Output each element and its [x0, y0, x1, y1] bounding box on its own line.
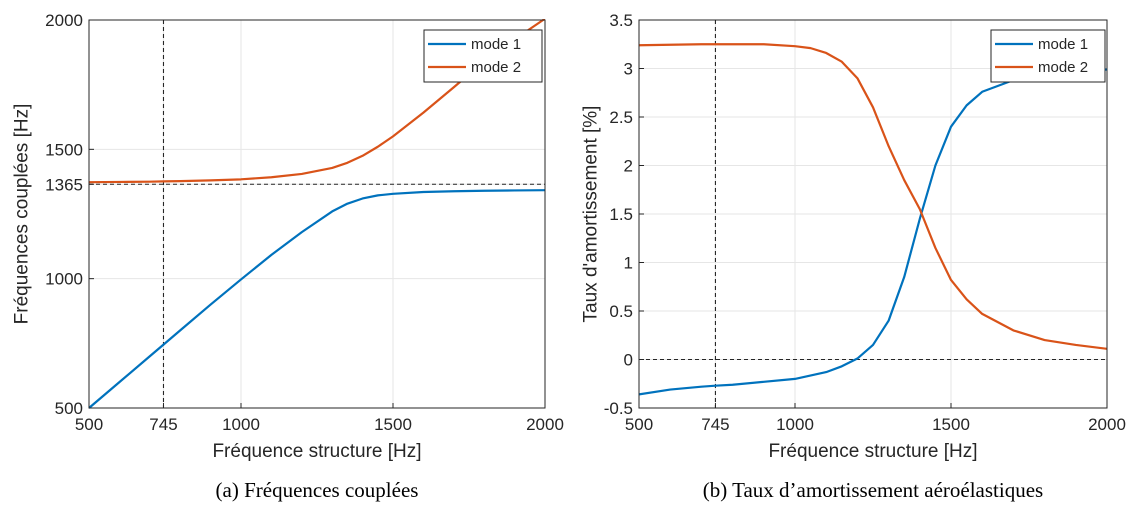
legend-label-mode-2: mode 2 — [471, 59, 521, 76]
y-tick-label: -0.5 — [604, 399, 633, 418]
legend-box — [990, 29, 1106, 83]
series-line-mode-1 — [89, 189, 545, 409]
series-group — [639, 43, 1107, 396]
y-tick-label: 1500 — [45, 140, 83, 159]
caption: (b) Taux d’amortissement aéroélastiques — [703, 478, 1043, 502]
y-tick-label: 2.5 — [609, 108, 633, 127]
x-axis-label: Fréquence structure [Hz] — [212, 441, 421, 462]
caption: (a) Fréquences couplées — [216, 478, 419, 502]
x-tick-label: 1000 — [776, 415, 814, 434]
series-line-mode-2 — [639, 43, 1107, 350]
y-tick-label: 500 — [55, 399, 83, 418]
x-tick-label: 745 — [149, 415, 177, 434]
y-axis-label: Fréquences couplées [Hz] — [12, 104, 33, 325]
tick-labels: 500 745 1000 1500 2000 500 1000 1365 1500 2000 — [45, 11, 564, 434]
series-line-mode-1 — [639, 68, 1107, 396]
plot-frame — [88, 19, 546, 409]
y-tick-label: 2000 — [45, 11, 83, 30]
y-tick-label: 1.5 — [609, 205, 633, 224]
y-tick-label: 1365 — [45, 175, 83, 194]
x-tick-label: 2000 — [1088, 415, 1126, 434]
x-tick-label: 500 — [75, 415, 103, 434]
x-tick-label: 1500 — [932, 415, 970, 434]
y-tick-label: 1 — [624, 254, 633, 273]
y-tick-label: 1000 — [45, 270, 83, 289]
x-axis-label: Fréquence structure [Hz] — [768, 441, 977, 462]
reference-lines — [639, 20, 1107, 408]
panel-b-taux-amortissement: 500 745 1000 1500 2000 -0.5 0 0.5 1 1.5 2 2.5 3 3.5 F… — [581, 11, 1126, 502]
x-tick-label: 500 — [625, 415, 653, 434]
series-group — [89, 19, 545, 409]
legend-label-mode-1: mode 1 — [1038, 36, 1088, 53]
tick-labels: 500 745 1000 1500 2000 -0.5 0 0.5 1 1.5 2 2.5 3 3.5 — [604, 11, 1126, 434]
x-tick-label: 2000 — [526, 415, 564, 434]
legend-label-mode-2: mode 2 — [1038, 59, 1088, 76]
series-line-mode-2 — [89, 19, 545, 184]
x-tick-label: 1500 — [374, 415, 412, 434]
y-tick-label: 0 — [624, 351, 633, 370]
x-tick-label: 745 — [701, 415, 729, 434]
y-tick-label: 3.5 — [609, 11, 633, 30]
legend: mode 1 mode 2 — [990, 29, 1106, 83]
y-axis-label: Taux d'amortissement [%] — [581, 106, 602, 323]
legend-box — [423, 29, 543, 83]
legend: mode 1 mode 2 — [423, 29, 543, 83]
y-tick-label: 2 — [624, 157, 633, 176]
panel-a-frequences-couplees: 500 745 1000 1500 2000 500 1000 1365 1500 2000 Fr… — [12, 11, 564, 502]
x-tick-label: 1000 — [222, 415, 260, 434]
y-tick-label: 0.5 — [609, 302, 633, 321]
legend-label-mode-1: mode 1 — [471, 36, 521, 53]
y-tick-label: 3 — [624, 60, 633, 79]
